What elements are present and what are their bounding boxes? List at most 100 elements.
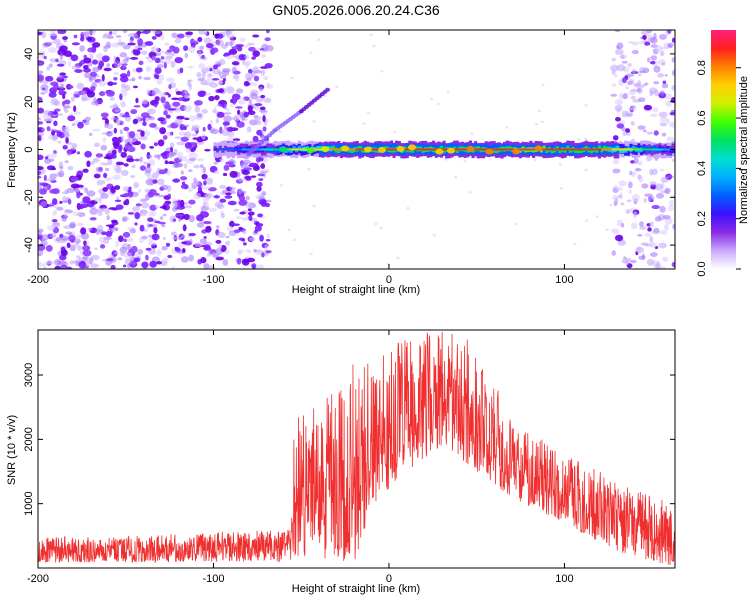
noise-speckle [170, 52, 175, 57]
noise-speckle [40, 91, 46, 95]
noise-speckle [63, 225, 72, 229]
noise-speckle [201, 109, 208, 114]
noise-speckle [82, 245, 91, 251]
noise-speckle [239, 111, 243, 118]
noise-speckle [151, 233, 160, 241]
signal-blob [279, 146, 288, 153]
noise-speckle [206, 192, 213, 199]
signal-core [227, 148, 230, 151]
noise-speckle [309, 252, 313, 256]
noise-speckle [106, 90, 115, 97]
noise-speckle [165, 114, 171, 119]
noise-speckle [126, 237, 134, 243]
noise-speckle [258, 109, 267, 113]
signal-cell [358, 145, 362, 151]
noise-speckle [124, 258, 132, 265]
colorbar-tick-label: 0.2 [696, 211, 708, 226]
noise-speckle [67, 85, 74, 89]
signal-cell [545, 148, 549, 153]
noise-speckle [396, 256, 400, 259]
noise-speckle [215, 39, 224, 47]
noise-speckle [112, 82, 118, 85]
noise-speckle [142, 121, 147, 127]
noise-speckle [312, 120, 316, 123]
signal-core [239, 148, 243, 151]
signal-core [420, 148, 423, 151]
signal-core [360, 148, 364, 151]
noise-speckle [115, 105, 119, 112]
noise-speckle [245, 177, 252, 181]
noise-speckle [237, 97, 247, 105]
signal-core [659, 148, 662, 151]
noise-speckle [254, 229, 258, 234]
noise-speckle [198, 30, 206, 35]
noise-speckle [232, 55, 237, 58]
noise-speckle [84, 116, 91, 122]
noise-speckle [69, 260, 75, 265]
noise-speckle [223, 112, 232, 115]
signal-core [629, 148, 632, 151]
noise-speckle [671, 84, 675, 91]
noise-speckle [233, 229, 241, 234]
noise-speckle [89, 71, 97, 78]
noise-speckle [76, 222, 84, 227]
noise-speckle [203, 244, 211, 250]
noise-speckle [49, 30, 56, 34]
noise-speckle [48, 46, 57, 53]
noise-speckle [236, 257, 242, 265]
noise-speckle [632, 99, 642, 103]
signal-core [552, 148, 555, 151]
noise-speckle [406, 207, 410, 210]
noise-speckle [86, 190, 96, 197]
spectrogram-y-tick-label: -40 [23, 237, 35, 253]
signal-cell [331, 145, 336, 151]
signal-cell [316, 145, 320, 151]
signal-core [636, 148, 639, 151]
noise-speckle [59, 165, 64, 170]
noise-speckle [82, 64, 89, 70]
noise-speckle [659, 90, 665, 96]
noise-speckle [41, 31, 47, 39]
noise-speckle [166, 169, 172, 176]
noise-speckle [71, 65, 81, 70]
signal-blob [407, 144, 416, 151]
noise-speckle [43, 174, 47, 182]
noise-speckle [232, 97, 236, 105]
signal-core [585, 148, 588, 151]
noise-speckle [207, 123, 212, 131]
noise-speckle [215, 256, 224, 261]
noise-speckle [115, 161, 125, 166]
noise-speckle [152, 179, 158, 184]
noise-speckle [245, 195, 250, 201]
noise-speckle [238, 226, 243, 230]
noise-speckle [248, 214, 253, 222]
spectrogram-x-tick-label: -200 [27, 274, 49, 286]
noise-speckle [243, 80, 250, 87]
signal-core [583, 148, 586, 151]
signal-blob [363, 146, 372, 153]
signal-core [445, 148, 448, 151]
signal-core [213, 148, 216, 151]
signal-core [546, 148, 550, 151]
noise-speckle [137, 42, 143, 47]
noise-speckle [213, 195, 221, 199]
noise-speckle [89, 217, 97, 221]
noise-speckle [662, 256, 669, 262]
noise-speckle [52, 211, 57, 216]
noise-speckle [67, 141, 73, 146]
noise-speckle [178, 156, 188, 162]
noise-speckle [514, 223, 518, 226]
signal-core [229, 148, 232, 151]
noise-speckle [160, 216, 164, 220]
signal-core [313, 148, 316, 151]
noise-speckle [264, 203, 271, 208]
noise-speckle [156, 261, 162, 265]
noise-speckle [628, 189, 632, 195]
signal-core [287, 148, 290, 151]
noise-speckle [241, 217, 249, 221]
noise-speckle [658, 111, 668, 118]
noise-speckle [121, 101, 126, 108]
noise-speckle [139, 224, 145, 232]
snr-frame [37, 329, 676, 569]
noise-speckle [147, 241, 157, 246]
